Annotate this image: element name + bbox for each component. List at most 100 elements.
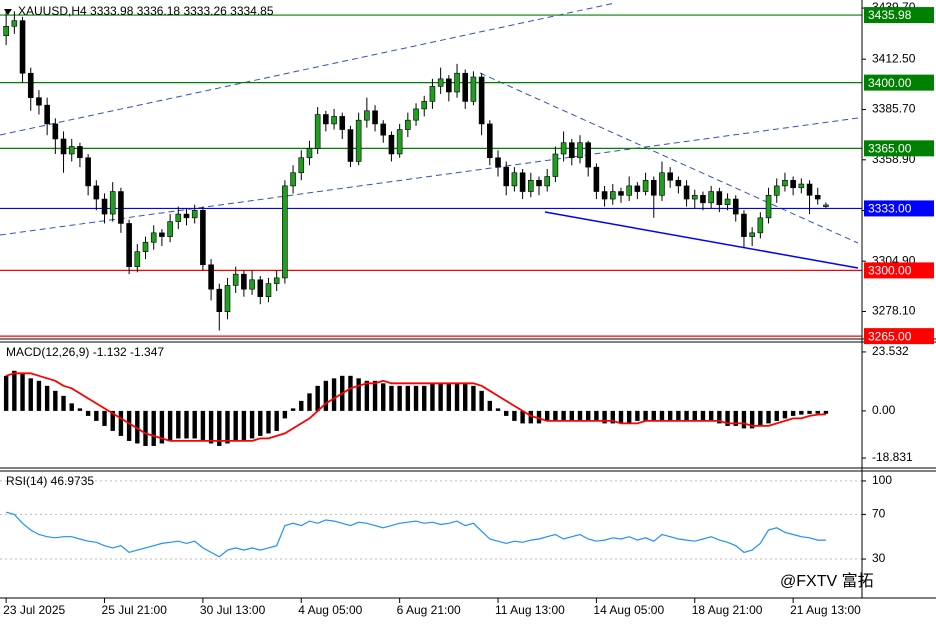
candle-body: [429, 86, 436, 102]
trend-line: [479, 72, 859, 244]
candle-body: [798, 183, 805, 189]
macd-bar: [512, 410, 517, 421]
candle-body: [191, 210, 198, 219]
candle-body: [675, 179, 682, 187]
candle-body: [306, 148, 313, 159]
candle-body: [27, 72, 34, 98]
price-label: 3400.00: [868, 76, 912, 90]
price-label: 3333.00: [868, 202, 912, 216]
macd-bar: [528, 410, 534, 424]
macd-bar: [618, 410, 624, 424]
candle-body: [577, 142, 583, 159]
macd-bar: [413, 385, 419, 411]
trend-line: [0, 2, 616, 136]
macd-bar: [290, 408, 296, 411]
candle-body: [732, 198, 739, 215]
price-label-box: [864, 262, 934, 279]
macd-bar: [118, 410, 124, 436]
macd-bar: [364, 380, 370, 411]
macd-bar: [733, 410, 738, 426]
macd-bar: [602, 410, 607, 424]
candle-body: [323, 114, 329, 125]
macd-bar: [569, 410, 574, 421]
candle-body: [716, 191, 723, 205]
y-tick-label: 23.532: [872, 344, 909, 358]
macd-bar: [184, 410, 189, 439]
candle-body: [495, 157, 501, 168]
candle-body: [364, 110, 370, 121]
candle-body: [331, 116, 337, 125]
macd-bar: [422, 385, 427, 411]
macd-bar: [774, 410, 779, 421]
macd-bar: [676, 410, 681, 421]
macd-bar: [200, 410, 206, 441]
candle-body: [388, 134, 395, 155]
candle-body: [454, 72, 460, 93]
candle-body: [347, 129, 354, 162]
x-tick-label: 6 Aug 21:00: [397, 603, 461, 617]
macd-title: MACD(12,26,9) -1.132 -1.347: [6, 345, 164, 359]
price-label-box: [864, 328, 934, 345]
candle-body: [167, 221, 173, 237]
macd-bar: [77, 408, 83, 411]
candle-body: [200, 210, 206, 266]
frame: [0, 0, 936, 599]
macd-bar: [159, 410, 165, 444]
macd-bar: [126, 410, 132, 441]
candle-body: [544, 176, 551, 187]
candle-body: [667, 172, 673, 181]
candle-body: [765, 194, 772, 219]
candle-body: [93, 185, 100, 200]
macd-bar: [44, 385, 50, 411]
macd-bar: [659, 410, 665, 421]
macd-bar: [53, 390, 58, 411]
candle-body: [691, 194, 698, 200]
candle-body: [216, 288, 223, 313]
chart-title: XAUUSD,H4 3333.98 3336.18 3333.26 3334.8…: [18, 4, 274, 18]
candle-body: [724, 198, 731, 205]
candle-body: [241, 273, 247, 290]
candle-body: [109, 191, 116, 215]
candle-body: [314, 114, 321, 149]
macd-bar: [684, 410, 689, 421]
candle-body: [159, 232, 165, 237]
macd-bar: [635, 410, 640, 421]
candle-body: [282, 185, 288, 279]
candle-body: [749, 232, 755, 237]
macd-bar: [463, 383, 468, 411]
trend-line: [0, 117, 859, 236]
candle-body: [708, 191, 714, 204]
candle-body: [224, 285, 231, 313]
candle-body: [413, 108, 419, 121]
macd-bar: [356, 378, 361, 411]
y-tick-label: 3278.10: [872, 304, 916, 318]
macd-bar: [348, 375, 353, 411]
price-label: 3365.00: [868, 142, 912, 156]
macd-bar: [258, 410, 263, 436]
candle-body: [823, 204, 829, 207]
candle-body: [421, 101, 428, 110]
x-tick-label: 11 Aug 13:00: [495, 603, 565, 617]
candle-body: [118, 191, 124, 224]
x-tick-label: 18 Aug 21:00: [692, 603, 763, 617]
candle-body: [503, 166, 510, 187]
candle-body: [208, 264, 214, 290]
plot: [0, 11, 862, 560]
macd-bar: [389, 385, 394, 411]
menu-arrow[interactable]: [4, 9, 12, 15]
macd-bar: [307, 393, 312, 411]
candle-body: [396, 129, 403, 155]
macd-bar: [504, 410, 509, 416]
candle-body: [372, 110, 378, 125]
macd-bar: [3, 375, 9, 411]
candle-body: [470, 76, 477, 102]
candle-body: [618, 191, 624, 196]
candle-body: [77, 146, 83, 159]
price-label-box: [864, 200, 934, 217]
candle-body: [585, 142, 591, 168]
price-label-box: [864, 7, 934, 24]
y-tick-label: -18.831: [872, 450, 913, 464]
candle-body: [700, 194, 706, 204]
y-tick-label: 70: [872, 507, 886, 521]
price-label: 3300.00: [868, 264, 912, 278]
